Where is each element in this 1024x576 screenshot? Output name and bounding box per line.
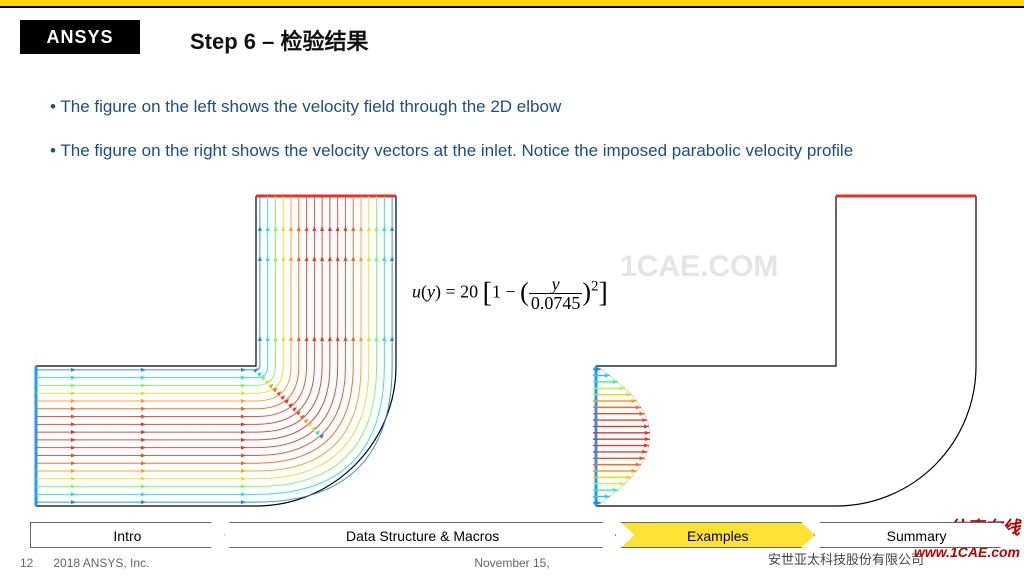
slide-title: Step 6 – 检验结果 — [190, 24, 368, 56]
logo-text: ANSYS — [46, 27, 113, 48]
crumb-summary[interactable]: Summary — [819, 522, 1014, 548]
footer-company: 安世亚太科技股份有限公司 — [768, 549, 924, 568]
bullet-1: The figure on the left shows the velocit… — [50, 90, 994, 124]
body-content: The figure on the left shows the velocit… — [50, 90, 994, 178]
velocity-profile-formula: u(y) = 20 [1 − (y0.0745)2] — [412, 275, 608, 312]
inlet-vectors-elbow — [590, 190, 990, 510]
crumb-data-structure[interactable]: Data Structure & Macros — [229, 522, 617, 548]
top-accent-bar — [0, 0, 1024, 8]
bullet-2: The figure on the right shows the veloci… — [50, 134, 994, 168]
ansys-logo: ANSYS — [20, 20, 140, 54]
velocity-field-elbow — [30, 190, 400, 510]
figure-area — [30, 190, 1014, 510]
breadcrumb-nav: Intro Data Structure & Macros Examples S… — [30, 522, 1014, 548]
watermark-large: 1CAE.COM — [620, 250, 778, 284]
crumb-examples[interactable]: Examples — [620, 522, 815, 548]
crumb-intro[interactable]: Intro — [30, 522, 225, 548]
